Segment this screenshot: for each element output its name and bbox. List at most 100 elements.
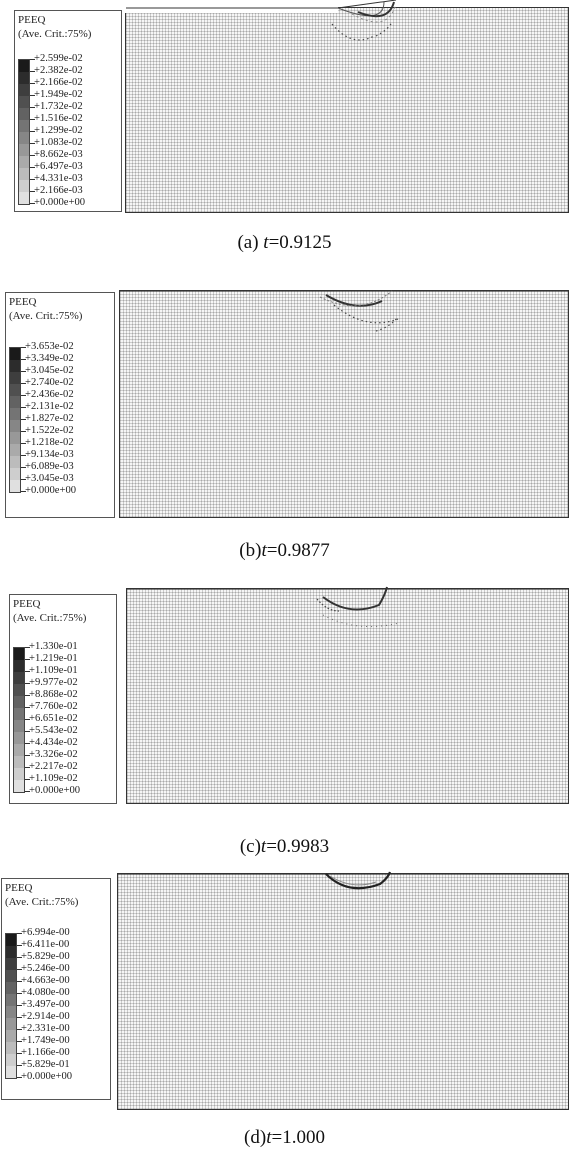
color-bar-segment [14, 708, 24, 720]
caption-variable: t [261, 540, 267, 561]
legend-tick-label: +4.663e-00 [17, 975, 70, 986]
color-bar-segment [14, 684, 24, 696]
color-bar-segment [14, 672, 24, 684]
legend-tick-label: +2.131e-02 [21, 401, 74, 412]
figure-panel-a: PEEQ (Ave. Crit.:75%) +2.599e-02 +2.382e-… [0, 0, 569, 260]
caption-label: (a) [237, 232, 264, 253]
legend-tick-label: +2.914e-00 [17, 1011, 70, 1022]
legend-tick-label: +1.218e-02 [21, 437, 74, 448]
legend-subtitle: (Ave. Crit.:75%) [13, 612, 87, 624]
legend-title: PEEQ [5, 882, 33, 894]
color-bar-segment [19, 180, 29, 192]
legend-tick-label: +3.349e-02 [21, 353, 74, 364]
color-bar [18, 59, 30, 205]
legend-tick-label: +2.382e-02 [30, 65, 83, 76]
color-bar-segment [10, 348, 20, 360]
legend-box: PEEQ (Ave. Crit.:75%) +3.653e-02 +3.349e-… [5, 292, 115, 518]
color-bar-segment [19, 156, 29, 168]
legend-tick-label: +1.827e-02 [21, 413, 74, 424]
panel-caption: (b)t=0.9877 [0, 540, 569, 562]
contour-overlay [120, 290, 568, 332]
legend-title: PEEQ [9, 296, 37, 308]
caption-variable: t [266, 1127, 272, 1148]
legend-tick-label: +1.083e-02 [30, 137, 83, 148]
legend-title: PEEQ [13, 598, 41, 610]
color-bar-segment [10, 444, 20, 456]
color-bar-segment [14, 780, 24, 792]
legend-tick-label: +9.134e-03 [21, 449, 74, 460]
color-bar-segment [10, 480, 20, 492]
legend-tick-label: +1.109e-01 [25, 665, 78, 676]
legend-tick-label: +5.829e-01 [17, 1059, 70, 1070]
caption-value: =0.9983 [266, 836, 330, 857]
legend-tick-label: +4.080e-00 [17, 987, 70, 998]
color-bar [5, 933, 17, 1079]
color-bar-segment [6, 1054, 16, 1066]
legend-tick-label: +1.330e-01 [25, 641, 78, 652]
legend-tick-label: +4.434e-02 [25, 737, 78, 748]
legend-tick-label: +6.411e-00 [16, 939, 70, 950]
legend-title: PEEQ [18, 14, 46, 26]
legend-tick-label: +3.045e-02 [21, 365, 74, 376]
legend-tick-label: +6.651e-02 [25, 713, 78, 724]
legend-tick-label: +2.166e-03 [30, 185, 83, 196]
legend-box: PEEQ (Ave. Crit.:75%) +6.994e-00 +6.411e-… [1, 878, 111, 1100]
contour-overlay [125, 0, 397, 41]
figure-panel-d: PEEQ (Ave. Crit.:75%) +6.994e-00 +6.411e-… [0, 865, 569, 1155]
color-bar-segment [14, 756, 24, 768]
contour-plot [117, 871, 569, 1110]
contour-plot [125, 0, 569, 213]
color-bar-segment [10, 432, 20, 444]
color-bar-segment [14, 744, 24, 756]
legend-box: PEEQ (Ave. Crit.:75%) +1.330e-01 +1.219e-… [9, 594, 117, 804]
legend-tick-label: +1.732e-02 [30, 101, 83, 112]
legend-tick-label: +2.436e-02 [21, 389, 74, 400]
color-bar-segment [19, 192, 29, 204]
legend-tick-label: +4.331e-03 [30, 173, 83, 184]
color-bar-segment [19, 72, 29, 84]
legend-box: PEEQ (Ave. Crit.:75%) +2.599e-02 +2.382e-… [14, 10, 122, 212]
color-bar-segment [10, 408, 20, 420]
caption-value: =1.000 [271, 1127, 325, 1148]
color-bar-segment [6, 970, 16, 982]
legend-tick-label: +2.740e-02 [21, 377, 74, 388]
color-bar-segment [10, 468, 20, 480]
legend-tick-label: +6.089e-03 [21, 461, 74, 472]
panel-caption: (d)t=1.000 [0, 1127, 569, 1149]
legend-tick-label: +8.868e-02 [25, 689, 78, 700]
color-bar-segment [14, 720, 24, 732]
color-bar-segment [6, 1006, 16, 1018]
color-bar-segment [14, 696, 24, 708]
color-bar-segment [10, 420, 20, 432]
color-bar-segment [10, 396, 20, 408]
caption-value: =0.9877 [266, 540, 330, 561]
caption-variable: t [263, 232, 269, 253]
legend-tick-label: +8.662e-03 [30, 149, 83, 160]
color-bar-segment [19, 168, 29, 180]
contour-plot [119, 290, 569, 518]
color-bar-segment [6, 1030, 16, 1042]
color-bar-segment [10, 384, 20, 396]
color-bar-segment [14, 648, 24, 660]
color-bar-segment [6, 946, 16, 958]
caption-label: (d) [244, 1127, 267, 1148]
color-bar-segment [6, 994, 16, 1006]
color-bar-segment [6, 934, 16, 946]
color-bar-segment [19, 132, 29, 144]
legend-tick-label: +7.760e-02 [25, 701, 78, 712]
color-bar-segment [10, 456, 20, 468]
color-bar-segment [6, 1018, 16, 1030]
legend-subtitle: (Ave. Crit.:75%) [9, 310, 83, 322]
color-bar-segment [10, 372, 20, 384]
legend-tick-label: +6.994e-00 [17, 927, 70, 938]
color-bar [13, 647, 25, 793]
legend-tick-label: +5.246e-00 [17, 963, 70, 974]
figure-panel-c: PEEQ (Ave. Crit.:75%) +1.330e-01 +1.219e-… [0, 580, 569, 870]
color-bar-segment [19, 144, 29, 156]
legend-tick-label: +2.331e-00 [17, 1023, 70, 1034]
legend-tick-label: +1.516e-02 [30, 113, 83, 124]
color-bar-segment [19, 96, 29, 108]
color-bar-segment [14, 660, 24, 672]
legend-tick-label: +5.543e-02 [25, 725, 78, 736]
legend-tick-label: +3.653e-02 [21, 341, 74, 352]
